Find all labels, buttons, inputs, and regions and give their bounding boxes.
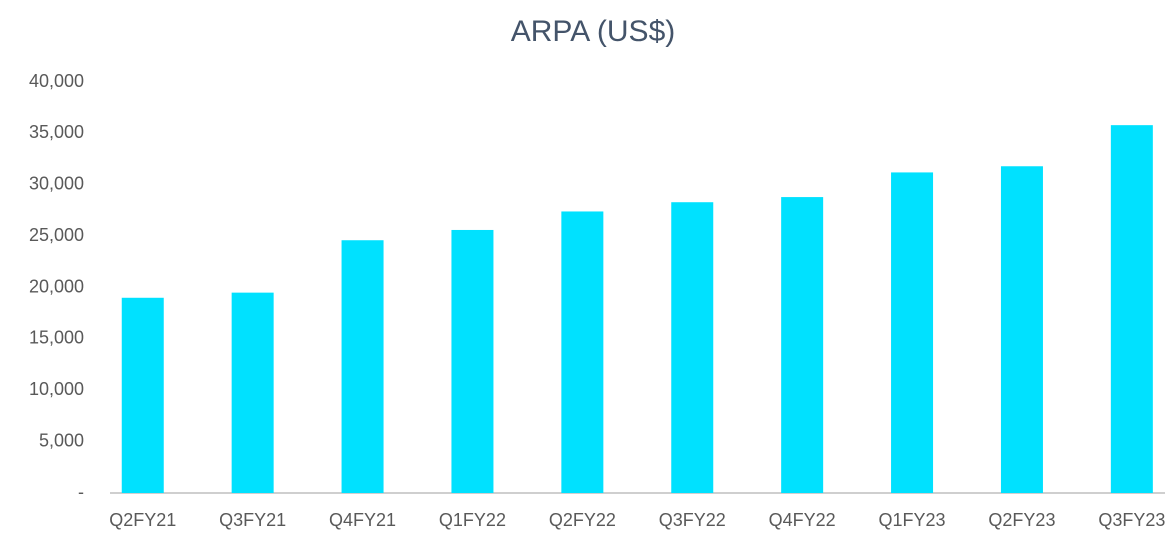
bar <box>671 202 714 493</box>
x-tick-label: Q1FY22 <box>439 510 506 530</box>
y-tick-label: 30,000 <box>29 174 84 194</box>
bar <box>1000 166 1043 493</box>
bar <box>451 229 494 493</box>
x-tick-label: Q4FY21 <box>329 510 396 530</box>
x-tick-label: Q1FY23 <box>879 510 946 530</box>
x-tick-label: Q3FY22 <box>659 510 726 530</box>
x-tick-label: Q3FY23 <box>1098 510 1165 530</box>
x-tick-label: Q3FY21 <box>219 510 286 530</box>
x-tick-label: Q4FY22 <box>769 510 836 530</box>
x-tick-label: Q2FY23 <box>988 510 1055 530</box>
x-tick-label: Q2FY22 <box>549 510 616 530</box>
y-tick-label: 35,000 <box>29 122 84 142</box>
y-tick-label: 40,000 <box>29 71 84 91</box>
bar <box>1110 125 1153 493</box>
chart-title: ARPA (US$) <box>511 15 676 48</box>
bar <box>231 292 274 493</box>
y-tick-label: 10,000 <box>29 379 84 399</box>
y-tick-label: 5,000 <box>39 430 84 450</box>
bar <box>781 197 824 493</box>
bar <box>891 172 934 494</box>
y-tick-label: 15,000 <box>29 328 84 348</box>
x-tick-label: Q2FY21 <box>109 510 176 530</box>
bar <box>561 211 604 493</box>
y-tick-label: - <box>78 482 84 502</box>
y-tick-label: 20,000 <box>29 276 84 296</box>
bar <box>121 297 164 493</box>
bar <box>341 240 384 493</box>
y-tick-label: 25,000 <box>29 225 84 245</box>
